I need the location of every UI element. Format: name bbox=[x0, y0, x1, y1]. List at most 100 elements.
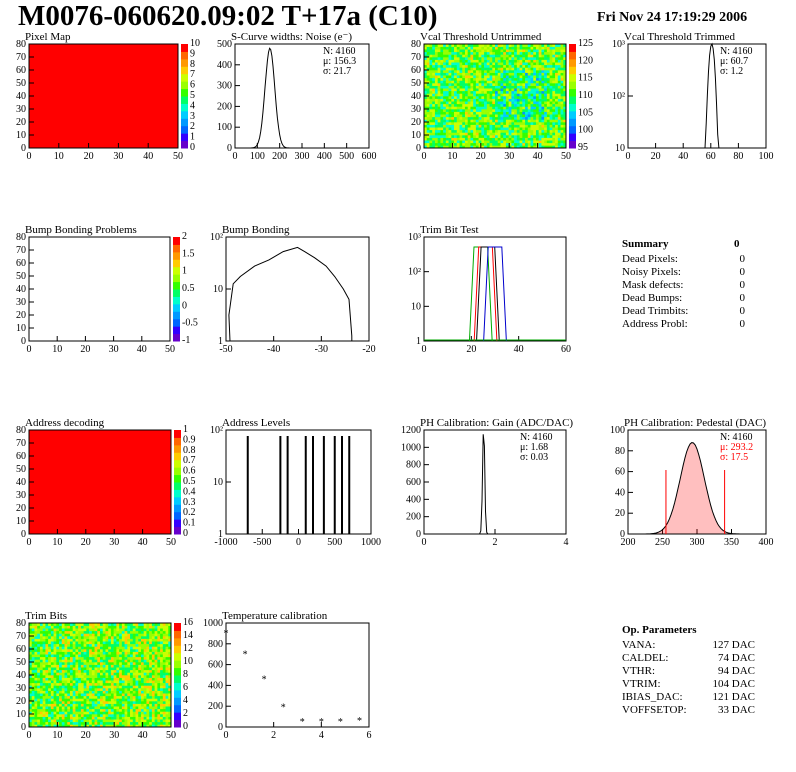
heatmap-cell bbox=[475, 80, 479, 84]
heatmap-cell bbox=[64, 685, 68, 689]
z-tick-label: 12 bbox=[183, 643, 193, 654]
heatmap-cell bbox=[563, 132, 567, 136]
heatmap-cell bbox=[113, 651, 117, 655]
heatmap-cell bbox=[492, 85, 496, 89]
heatmap-cell bbox=[527, 122, 531, 125]
heatmap-cell bbox=[432, 83, 436, 86]
heatmap-cell bbox=[72, 711, 76, 715]
y-tick-label: 800 bbox=[406, 460, 421, 471]
heatmap-cell bbox=[34, 685, 38, 689]
heatmap-cell bbox=[86, 646, 90, 650]
heatmap-cell bbox=[50, 638, 54, 642]
heatmap-cell bbox=[83, 667, 87, 671]
heatmap-cell bbox=[454, 80, 458, 84]
y-tick-label: 30 bbox=[16, 683, 26, 694]
heatmap-cell bbox=[437, 106, 441, 110]
heatmap-cell bbox=[31, 682, 35, 686]
heatmap-cell bbox=[527, 116, 531, 120]
heatmap-cell bbox=[432, 137, 436, 141]
z-scale-cell bbox=[569, 81, 576, 90]
heatmap-cell bbox=[59, 646, 63, 650]
heatmap-cell bbox=[511, 46, 515, 50]
x-tick-label: 50 bbox=[165, 344, 175, 355]
histogram-line bbox=[628, 42, 766, 149]
heatmap-cell bbox=[69, 662, 73, 665]
heatmap-cell bbox=[555, 54, 559, 58]
heatmap-cell bbox=[78, 711, 82, 715]
heatmap-cell bbox=[522, 64, 526, 68]
heatmap-cell bbox=[89, 719, 93, 723]
stats-line: N: 4160 bbox=[720, 46, 753, 57]
heatmap-cell bbox=[437, 64, 441, 68]
heatmap-cell bbox=[108, 643, 112, 647]
heatmap-cell bbox=[500, 93, 504, 97]
heatmap-cell bbox=[533, 57, 537, 60]
heatmap-cell bbox=[533, 140, 537, 144]
heatmap-cell bbox=[78, 669, 82, 673]
heatmap-cell bbox=[560, 101, 564, 105]
heatmap-cell bbox=[132, 651, 136, 655]
heatmap-cell bbox=[459, 75, 463, 79]
heatmap-cell bbox=[67, 721, 71, 725]
heatmap-cell bbox=[160, 623, 164, 626]
heatmap-cell bbox=[168, 682, 172, 686]
heatmap-cell bbox=[475, 75, 479, 79]
heatmap-cell bbox=[535, 106, 539, 110]
heatmap-cell bbox=[500, 67, 504, 71]
heatmap-cell bbox=[37, 724, 41, 728]
heatmap-cell bbox=[448, 85, 452, 89]
heatmap-cell bbox=[560, 106, 564, 110]
heatmap-cell bbox=[80, 685, 84, 689]
heatmap-cell bbox=[130, 641, 134, 645]
x-tick-label: -40 bbox=[267, 344, 280, 355]
heatmap-cell bbox=[432, 72, 436, 76]
heatmap-cell bbox=[75, 721, 79, 725]
heatmap-cell bbox=[486, 116, 490, 120]
heatmap-cell bbox=[154, 690, 158, 694]
heatmap-cell bbox=[481, 103, 485, 107]
heatmap-cell bbox=[135, 654, 139, 658]
heatmap-cell bbox=[519, 111, 523, 115]
heatmap-cell bbox=[56, 701, 60, 704]
heatmap-cell bbox=[78, 643, 82, 647]
heatmap-cell bbox=[456, 75, 460, 79]
heatmap-cell bbox=[484, 85, 488, 89]
heatmap-cell bbox=[130, 623, 134, 626]
heatmap-cell bbox=[165, 698, 169, 702]
heatmap-cell bbox=[94, 714, 98, 717]
heatmap-cell bbox=[484, 122, 488, 125]
heatmap-cell bbox=[486, 101, 490, 105]
heatmap-cell bbox=[130, 695, 134, 699]
heatmap-cell bbox=[475, 85, 479, 89]
heatmap-cell bbox=[454, 75, 458, 79]
y-tick-label: 10² bbox=[612, 91, 625, 102]
heatmap-cell bbox=[426, 132, 430, 136]
heatmap-cell bbox=[149, 672, 153, 676]
heatmap-cell bbox=[552, 135, 556, 138]
heatmap-cell bbox=[124, 677, 128, 681]
heatmap-cell bbox=[100, 701, 104, 704]
heatmap-cell bbox=[514, 85, 518, 89]
heatmap-cell bbox=[146, 623, 150, 626]
heatmap-cell bbox=[105, 682, 109, 686]
heatmap-cell bbox=[59, 677, 63, 681]
heatmap-cell bbox=[546, 137, 550, 141]
heatmap-cell bbox=[484, 93, 488, 97]
heatmap-cell bbox=[462, 103, 466, 107]
heatmap-cell bbox=[467, 72, 471, 76]
heatmap-cell bbox=[29, 714, 33, 717]
series-line bbox=[483, 246, 507, 342]
heatmap-cell bbox=[489, 85, 493, 89]
heatmap-cell bbox=[45, 721, 49, 725]
heatmap-cell bbox=[456, 127, 460, 131]
heatmap-cell bbox=[105, 719, 109, 723]
heatmap-cell bbox=[67, 716, 71, 720]
heatmap-cell bbox=[429, 67, 433, 71]
heatmap-cell bbox=[500, 132, 504, 136]
y-tick-label: 800 bbox=[208, 639, 223, 650]
heatmap-cell bbox=[37, 646, 41, 650]
heatmap-cell bbox=[45, 638, 49, 642]
heatmap-cell bbox=[89, 669, 93, 673]
heatmap-cell bbox=[124, 682, 128, 686]
